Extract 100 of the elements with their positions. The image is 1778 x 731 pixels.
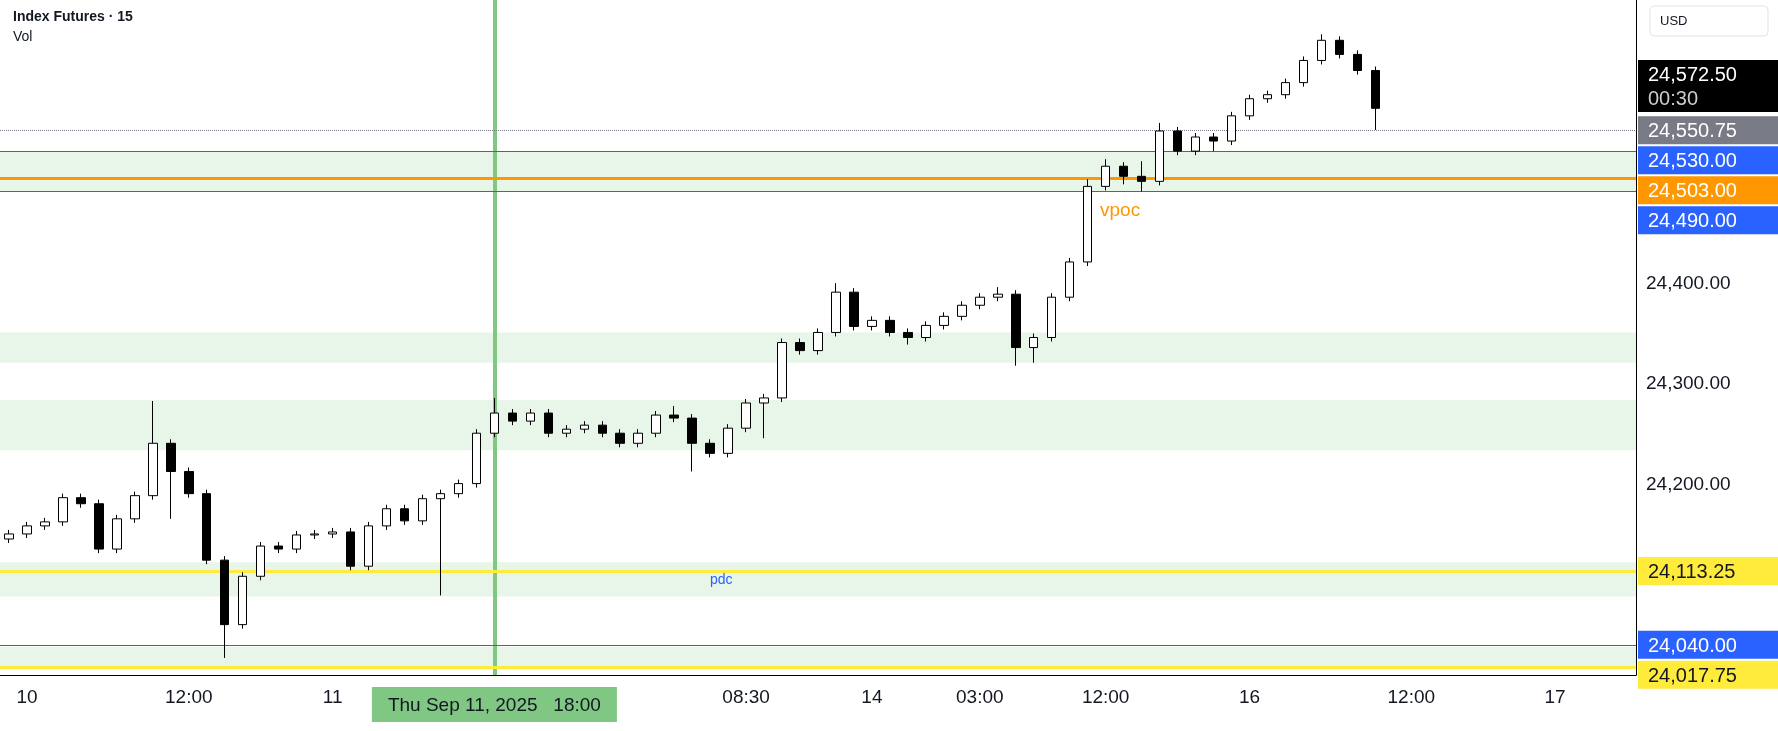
candlestick — [1281, 78, 1290, 100]
candlestick — [849, 287, 859, 331]
candlestick — [1263, 90, 1272, 104]
candlestick — [400, 504, 409, 526]
candlestick — [795, 338, 805, 356]
candlestick — [687, 413, 697, 472]
candlestick — [544, 408, 553, 438]
candlestick — [40, 517, 50, 531]
candlestick — [705, 438, 715, 458]
candlestick — [723, 423, 733, 458]
candlestick — [1209, 132, 1218, 152]
candlestick — [1101, 158, 1110, 191]
candlestick — [526, 408, 535, 426]
candlestick — [1299, 55, 1308, 88]
candlestick — [76, 493, 86, 509]
y-tick-label: 24,300.00 — [1646, 372, 1731, 394]
candlestick — [669, 405, 679, 423]
x-tick-label: 17 — [1544, 686, 1566, 707]
candlestick — [651, 410, 661, 438]
candlestick — [292, 530, 301, 554]
candlestick — [867, 315, 877, 331]
candlestick — [633, 428, 643, 448]
candlestick — [1173, 126, 1182, 156]
ref-line-label: 24,550.75 — [1648, 119, 1737, 142]
x-tick-label: 16 — [1238, 686, 1261, 707]
candlestick — [831, 282, 841, 337]
candlestick — [346, 527, 355, 571]
ref-line-label: 24,490.00 — [1648, 209, 1737, 232]
candlestick — [562, 424, 571, 438]
candlestick — [939, 311, 949, 330]
ref-line-label: 24,040.00 — [1648, 633, 1737, 656]
candlestick — [4, 529, 14, 544]
candlestick — [166, 438, 176, 520]
x-tick-label: 08:30 — [722, 686, 770, 707]
candlestick — [112, 514, 122, 554]
candlestick — [993, 286, 1003, 302]
candlestick — [1371, 65, 1380, 131]
candlestick — [490, 397, 499, 438]
candlestick — [1083, 178, 1092, 267]
candlestick — [94, 499, 104, 554]
ref-line-label: 24,017.75 — [1648, 663, 1737, 686]
text: Vol — [13, 28, 33, 44]
candlestick — [1137, 160, 1146, 192]
candlestick — [813, 327, 823, 356]
candlestick — [382, 504, 391, 531]
text: 00:30 — [1648, 87, 1699, 109]
candlestick — [184, 466, 194, 499]
candlestick — [1047, 292, 1056, 343]
candlestick — [957, 300, 967, 321]
candlestick — [1191, 132, 1200, 156]
candlestick — [1155, 122, 1164, 186]
text: 24,572.50 — [1648, 63, 1737, 85]
y-tick-label: 24,400.00 — [1646, 271, 1731, 293]
candlestick — [1227, 111, 1236, 146]
band-label: pdc — [710, 571, 733, 588]
x-tick-label: 10 — [16, 686, 38, 707]
candlestick — [130, 491, 140, 524]
candlestick — [1317, 33, 1326, 65]
candlestick — [328, 527, 337, 539]
candlestick — [598, 420, 607, 438]
candlestick — [903, 327, 913, 346]
x-tick-label: 14 — [861, 686, 883, 707]
ref-line-label: 24,503.00 — [1648, 179, 1737, 202]
ref-line-label: 24,113.25 — [1648, 559, 1736, 582]
candlestick — [22, 521, 32, 539]
candlestick — [418, 494, 427, 526]
candlestick — [1119, 161, 1128, 185]
candlestick — [1065, 257, 1074, 302]
x-tick-label: 12:00 — [1387, 686, 1436, 707]
candlestick — [256, 541, 265, 581]
candlestick — [58, 493, 68, 527]
candlestick — [885, 315, 895, 337]
candlestick — [310, 529, 319, 540]
candlestick — [1353, 49, 1362, 76]
candlestick — [472, 428, 481, 489]
ref-line-label: 24,530.00 — [1648, 149, 1737, 172]
candlestick — [148, 400, 158, 501]
x-tick-label: 12:00 — [165, 686, 213, 707]
candlestick — [1029, 332, 1038, 364]
candlestick — [975, 292, 985, 310]
candlestick — [777, 338, 787, 403]
candlestick — [508, 408, 517, 426]
candlestick — [741, 398, 751, 433]
y-axis-title: USD — [1660, 13, 1688, 28]
x-tick-label: 03:00 — [956, 686, 1004, 707]
candlestick — [615, 428, 625, 448]
candlestick — [580, 420, 589, 434]
candlestick — [436, 489, 445, 596]
candlestick — [921, 320, 931, 343]
candlestick — [364, 521, 373, 571]
candlestick — [220, 555, 229, 659]
candlestick — [238, 571, 247, 630]
annotation: vpoc — [1100, 199, 1141, 221]
x-tick-label: Thu Sep 11, 2025 18:00 — [387, 694, 601, 715]
candlestick — [1245, 94, 1254, 121]
candlestick — [1335, 35, 1344, 59]
x-tick-label: 12:00 — [1081, 686, 1130, 707]
y-tick-label: 24,200.00 — [1646, 473, 1731, 495]
candlestick — [274, 541, 283, 554]
candlestick — [454, 479, 463, 499]
